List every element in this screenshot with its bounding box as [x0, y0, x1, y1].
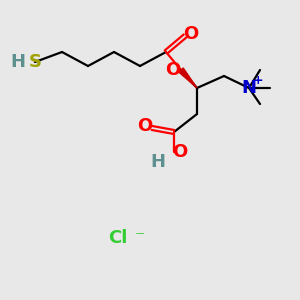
Polygon shape [179, 68, 197, 88]
Text: H: H [11, 53, 26, 71]
Text: +: + [253, 74, 263, 86]
Text: ⁻: ⁻ [135, 229, 145, 247]
Text: Cl: Cl [108, 229, 128, 247]
Text: N: N [242, 79, 256, 97]
Text: H: H [151, 153, 166, 171]
Text: O: O [183, 25, 199, 43]
Text: O: O [137, 117, 153, 135]
Text: O: O [165, 61, 181, 79]
Text: O: O [172, 143, 188, 161]
Text: S: S [28, 53, 41, 71]
